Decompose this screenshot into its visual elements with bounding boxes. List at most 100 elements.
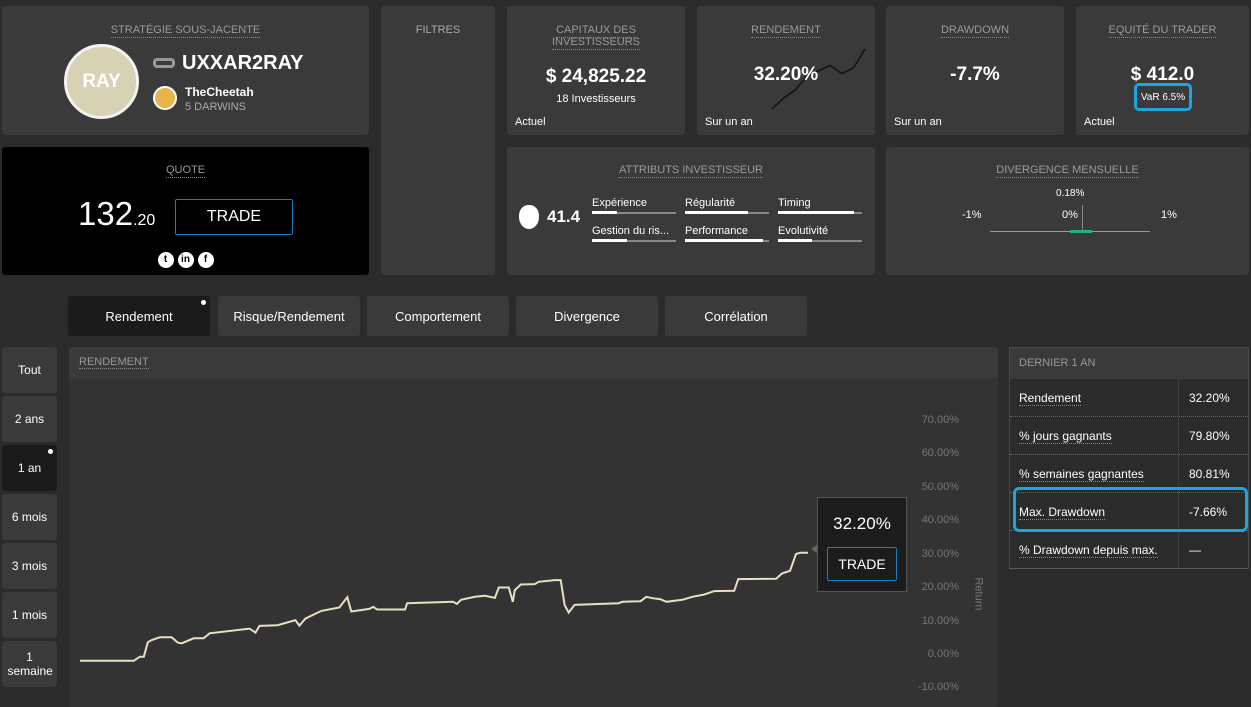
owl-icon [519, 205, 539, 229]
chart-title: Rendement [79, 356, 149, 369]
strategy-avatar: RAY [64, 44, 139, 119]
stats-row: % jours gagnants 79.80% [1010, 417, 1248, 455]
tab-rendement[interactable]: Rendement [68, 296, 210, 336]
quote-dec: .20 [133, 212, 156, 229]
tooltip-value: 32.20% [833, 514, 891, 533]
quote-title: Quote [165, 164, 206, 178]
tab-comportement[interactable]: Comportement [367, 296, 509, 336]
attributes-card: Attributs investisseur 41.4 Expérience Ré… [507, 147, 875, 275]
period-button[interactable]: 1 an [2, 445, 57, 491]
period-button[interactable]: 1 semaine [2, 641, 57, 687]
capital-value: $ 24,825.22 [545, 66, 647, 87]
stats-row: Rendement 32.20% [1010, 379, 1248, 417]
divergence-value-label: 0.18% [1056, 188, 1085, 199]
stats-value: — [1178, 531, 1248, 568]
stats-label[interactable]: % semaines gagnantes [1019, 466, 1144, 482]
attribute-label: Régularité [685, 197, 736, 209]
divergence-bar [1070, 230, 1092, 233]
attribute-bar [685, 211, 769, 214]
filters-panel: Filtres [381, 6, 495, 275]
stats-label[interactable]: Max. Drawdown [1019, 504, 1106, 520]
quote-trade-button[interactable]: TRADE [175, 199, 293, 235]
twitter-icon[interactable]: t [157, 251, 174, 268]
period-label: 3 mois [11, 559, 48, 573]
return-title: Rendement [751, 24, 821, 38]
quote-int: 132 [78, 195, 134, 232]
attributes-score: 41.4 [547, 207, 581, 226]
stats-label[interactable]: % jours gagnants [1019, 428, 1112, 444]
return-sparkline [771, 48, 866, 110]
equity-foot: Actuel [1084, 116, 1115, 128]
tab-label: Risque/Rendement [233, 308, 345, 324]
attribute-item: Expérience [592, 197, 676, 214]
drawdown-card: Drawdown -7.7% Sur un an [886, 6, 1064, 135]
active-dot [201, 300, 206, 305]
attribute-label: Evolutivité [778, 225, 829, 237]
y-tick-label: -10.00% [918, 681, 959, 694]
period-button[interactable]: 1 mois [2, 592, 57, 638]
max-drawdown-highlight [1013, 487, 1248, 532]
y-tick-label: 50.00% [921, 480, 959, 493]
divergence-max: 1% [1161, 209, 1177, 221]
attribute-label: Performance [685, 225, 748, 237]
stats-value: 79.80% [1178, 417, 1248, 454]
chart-header: Rendement [69, 347, 998, 379]
attribute-bar [592, 239, 676, 242]
attribute-item: Régularité [685, 197, 769, 214]
stats-panel: Dernier 1 an Rendement 32.20%% jours gagn… [1009, 347, 1249, 569]
attribute-label: Timing [778, 197, 811, 209]
tooltip-trade-button[interactable]: TRADE [827, 547, 897, 581]
period-label: Tout [18, 363, 41, 377]
drawdown-title: Drawdown [940, 24, 1010, 38]
y-tick-label: 10.00% [921, 614, 959, 627]
capital-title: Capitaux des investisseurs [551, 24, 641, 50]
return-card: Rendement 32.20% Sur un an [697, 6, 875, 135]
link-icon [153, 58, 175, 68]
trader-darwins: 5 DARWINS [185, 101, 246, 113]
linkedin-icon[interactable]: in [177, 251, 194, 268]
sparkline-path [771, 48, 866, 110]
tab-label: Rendement [105, 308, 173, 324]
trader-name[interactable]: TheCheetah [185, 85, 254, 99]
period-button[interactable]: 3 mois [2, 543, 57, 589]
var-badge: VaR 6.5% [1134, 83, 1192, 111]
equity-value: $ 412.0 [1130, 64, 1195, 85]
stats-label[interactable]: Rendement [1019, 390, 1082, 406]
period-button[interactable]: 6 mois [2, 494, 57, 540]
stats-row: % Drawdown depuis max. — [1010, 531, 1248, 569]
capital-card: Capitaux des investisseurs $ 24,825.22 1… [507, 6, 685, 135]
period-label: 2 ans [14, 412, 45, 426]
period-label: 6 mois [11, 510, 48, 524]
trader-avatar[interactable] [153, 86, 177, 110]
period-button[interactable]: 2 ans [2, 396, 57, 442]
period-label: 1 semaine [7, 650, 53, 678]
tab-divergence[interactable]: Divergence [516, 296, 658, 336]
attribute-item: Gestion du ris... [592, 225, 676, 242]
stats-value: -7.66% [1178, 493, 1248, 530]
return-value: 32.20% [753, 64, 819, 85]
strategy-name[interactable]: UXXAR2RAY [182, 52, 304, 74]
stats-value: 80.81% [1178, 455, 1248, 492]
facebook-icon[interactable]: f [197, 251, 214, 268]
social-links: t in f [2, 251, 369, 268]
equity-title: Equité du trader [1108, 24, 1217, 38]
quote-card: Quote 132.20 TRADE t in f [2, 147, 369, 275]
stats-value: 32.20% [1178, 379, 1248, 416]
attribute-item: Evolutivité [778, 225, 862, 242]
attribute-item: Timing [778, 197, 862, 214]
y-tick-label: 70.00% [921, 413, 959, 426]
stats-label[interactable]: % Drawdown depuis max. [1019, 542, 1158, 558]
attribute-item: Performance [685, 225, 769, 242]
filters-title: Filtres [415, 24, 461, 36]
tab-label: Divergence [554, 308, 620, 324]
chart-ylabel: Return [972, 577, 985, 611]
stats-title: Dernier 1 an [1010, 348, 1248, 379]
divergence-card: Divergence mensuelle 0.18% -1% 0% 1% [886, 147, 1249, 275]
return-foot: Sur un an [705, 116, 753, 128]
tab-corrélation[interactable]: Corrélation [665, 296, 807, 336]
tab-risque-rendement[interactable]: Risque/Rendement [218, 296, 360, 336]
drawdown-value: -7.7% [950, 64, 1000, 85]
capital-foot: Actuel [515, 116, 546, 128]
period-button[interactable]: Tout [2, 347, 57, 393]
chart-tooltip: 32.20% TRADE [817, 497, 907, 592]
